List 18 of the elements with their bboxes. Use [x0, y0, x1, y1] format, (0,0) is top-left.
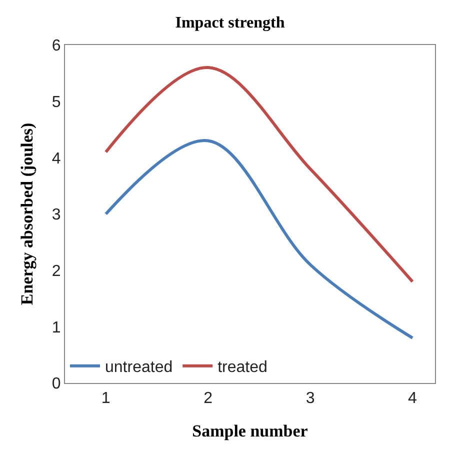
y-tick-label: 3	[52, 206, 61, 224]
chart-title: Impact strength	[175, 14, 285, 32]
x-tick-label: 1	[101, 390, 110, 408]
y-tick-label: 5	[52, 94, 61, 111]
x-tick-label: 2	[204, 390, 213, 408]
y-tick-label: 6	[52, 38, 61, 55]
y-axis-title: Energy absorbed (joules)	[17, 122, 36, 306]
y-tick-label: 0	[52, 376, 61, 393]
x-axis-title: Sample number	[192, 422, 308, 441]
legend-label: treated	[218, 359, 268, 376]
legend-label: untreated	[105, 359, 173, 376]
y-tick-label: 2	[52, 262, 61, 280]
y-tick-label: 4	[52, 150, 61, 168]
y-tick-label: 1	[52, 319, 61, 336]
line-series	[104, 66, 414, 284]
x-tick-label: 4	[408, 390, 418, 408]
x-tick-label: 3	[306, 390, 315, 408]
line-series	[104, 139, 414, 340]
